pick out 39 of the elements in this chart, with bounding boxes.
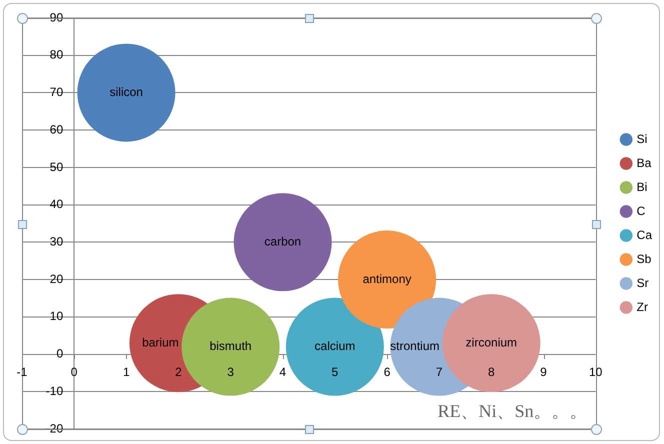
x-tick-label: 9 [540,364,548,379]
annotation: silicon [110,85,143,100]
annotation: RE、Ni、Sn。。。 [438,401,588,421]
x-tick-label: 6 [384,364,391,379]
y-tick-label: 0 [56,346,64,361]
y-tick-label: 10 [50,309,64,324]
x-tick-label: 2 [175,364,182,379]
legend-label: Ba [636,156,652,170]
x-tick-label: 5 [332,364,339,379]
legend-label: Bi [636,180,648,194]
legend-label: Sr [636,276,649,290]
legend-label: Sb [636,252,652,266]
y-tick-label: 30 [50,234,64,248]
y-tick-label: 80 [50,48,64,62]
y-tick-label: 70 [50,85,64,100]
annotation: antimony [362,272,412,286]
annotation: calcium [314,339,356,354]
x-tick-label: 1 [122,364,130,379]
y-tick-label: 20 [50,272,64,286]
annotation: carbon [264,234,302,248]
x-tick-label: 10 [588,364,603,379]
x-tick-label: 3 [227,364,234,379]
y-tick-label: 60 [50,122,64,136]
annotation: zirconium [466,335,518,350]
legend-label: Ca [636,228,652,242]
y-tick-label: 40 [50,197,64,212]
annotation: strontium [390,339,440,354]
legend-label: C [636,204,646,218]
annotation: barium [142,335,179,350]
x-tick-label: 7 [436,364,443,379]
legend-label: Si [636,132,648,146]
x-tick-label: 8 [488,364,496,379]
y-tick-label: -10 [46,384,64,398]
x-tick-label: 0 [70,364,78,379]
annotation: bismuth [210,339,252,354]
x-tick-label: -1 [16,364,28,379]
y-tick-label: 50 [50,160,64,174]
x-tick-label: 4 [279,364,286,379]
legend-label: Zr [636,300,648,314]
